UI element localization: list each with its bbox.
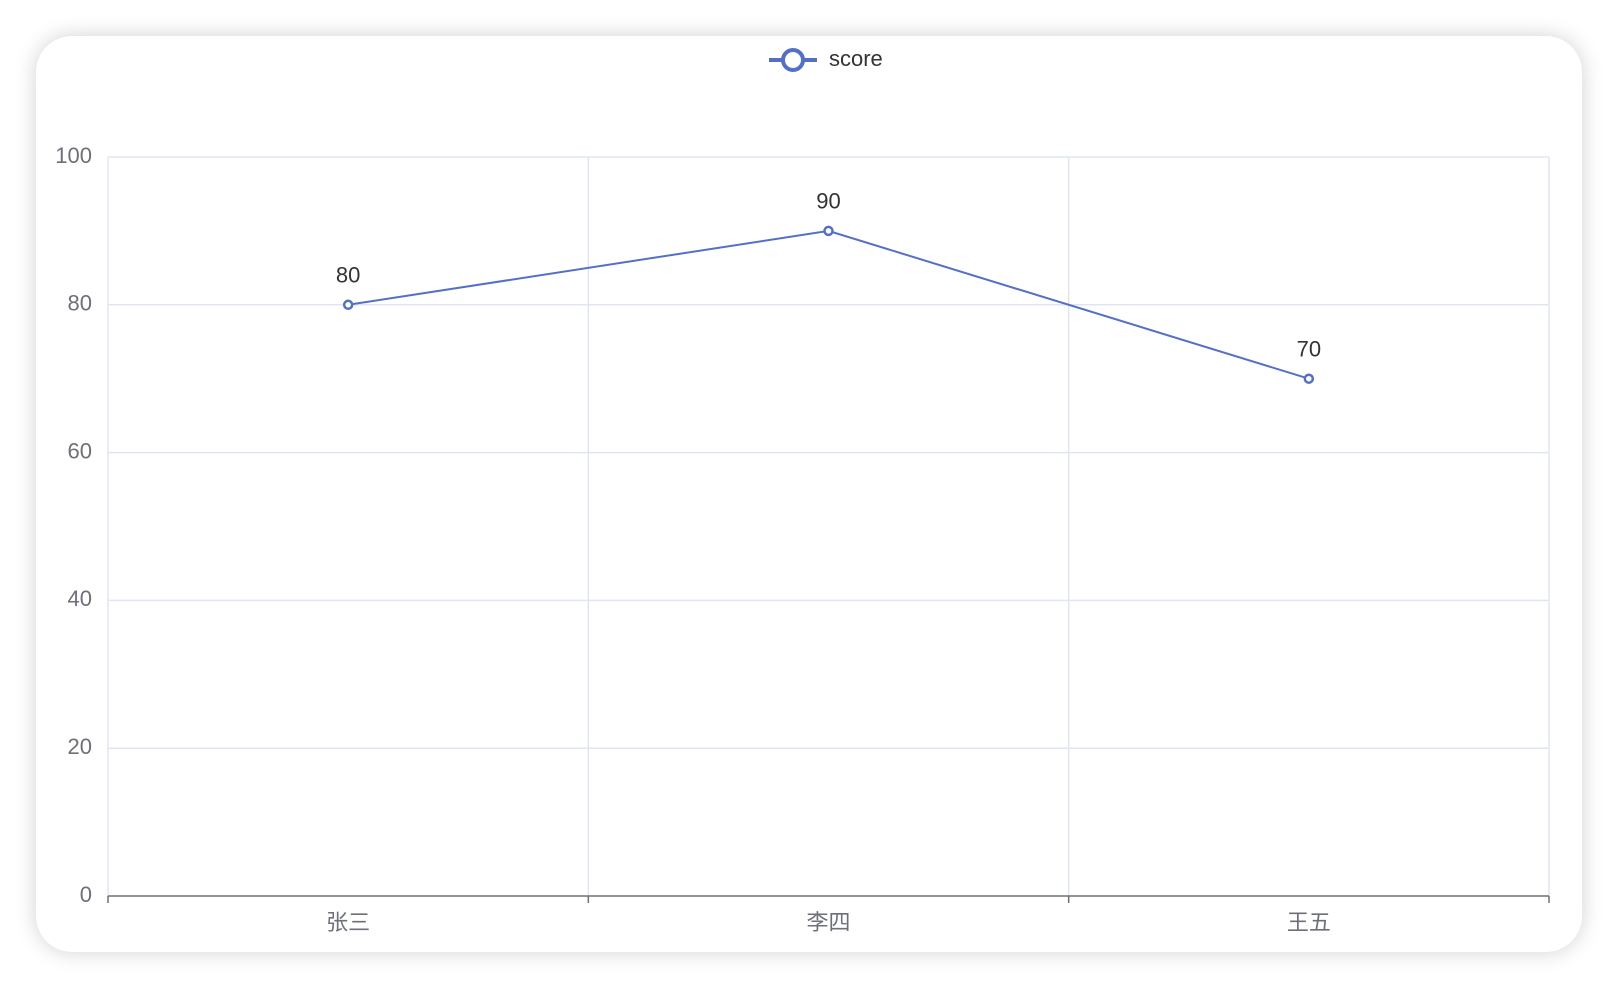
data-point (823, 225, 834, 237)
data-point (342, 299, 354, 311)
y-tick-label: 80 (68, 291, 92, 316)
y-tick-label: 60 (68, 438, 92, 463)
chart-card (36, 36, 1582, 952)
x-tick-label: 李四 (806, 910, 850, 935)
data-label: 80 (336, 263, 360, 288)
y-tick-label: 0 (80, 882, 92, 907)
legend-marker (781, 48, 805, 72)
data-point (1303, 373, 1315, 384)
y-tick-label: 40 (68, 586, 92, 611)
legend-label: score (829, 46, 883, 71)
data-label: 90 (816, 189, 840, 214)
x-tick-label: 王五 (1287, 910, 1331, 935)
y-tick-label: 20 (68, 734, 92, 759)
data-label: 70 (1297, 337, 1321, 362)
x-tick-label: 张三 (326, 910, 370, 935)
y-tick-label: 100 (55, 143, 92, 168)
